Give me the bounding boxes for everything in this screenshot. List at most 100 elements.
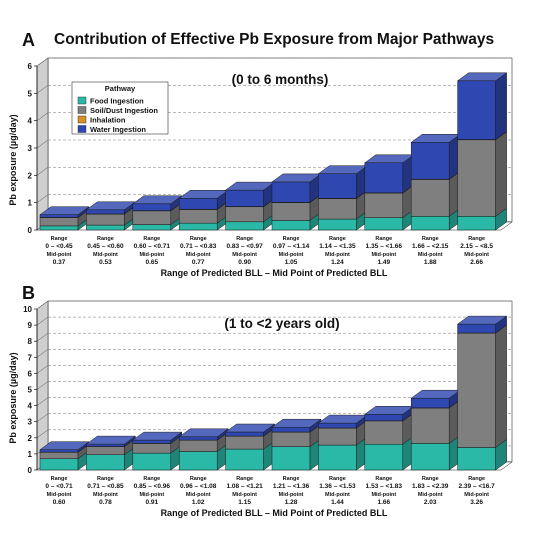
p2-range-caption: Range bbox=[236, 476, 253, 482]
p2-y-tick-label: 4 bbox=[28, 402, 33, 411]
p1-midpoint-value-label: 1.05 bbox=[285, 259, 298, 266]
p1-grid-diagonal bbox=[36, 139, 49, 149]
p1-range-caption: Range bbox=[190, 236, 207, 242]
legend-box bbox=[71, 81, 169, 135]
p2-bar-food-front bbox=[132, 452, 172, 471]
p2-grid-diagonal bbox=[36, 316, 49, 326]
p1-midpoint-caption: Mid-point bbox=[93, 252, 118, 258]
p1-bar-soil-front bbox=[410, 179, 450, 217]
p2-category-range-label: 1.83 – <2.39 bbox=[412, 483, 449, 490]
p1-bar-soil-side bbox=[495, 131, 507, 217]
p1-y-axis-label: Pb exposure (µg/day) bbox=[8, 114, 18, 205]
p2-grid-diagonal bbox=[36, 332, 49, 342]
p1-bar-water-front bbox=[178, 198, 218, 210]
p2-y-tick-label: 5 bbox=[28, 386, 33, 395]
p2-bar-water-front bbox=[39, 449, 79, 453]
p2-midpoint-caption: Mid-point bbox=[418, 492, 443, 498]
p2-grid-diagonal bbox=[36, 349, 49, 358]
p2-midpoint-caption: Mid-point bbox=[93, 492, 118, 498]
p1-midpoint-value-label: 1.49 bbox=[377, 259, 390, 266]
p2-grid-diagonal bbox=[36, 381, 49, 390]
p1-midpoint-value-label: 0.90 bbox=[238, 259, 251, 266]
legend-title: Pathway bbox=[105, 84, 136, 93]
p2-bar-food-front bbox=[410, 443, 450, 471]
p2-bar-food-front bbox=[271, 446, 311, 471]
p2-range-caption: Range bbox=[468, 476, 485, 482]
p2-category-range-label: 1.36 – <1.53 bbox=[319, 483, 356, 490]
p1-bar-soil-front bbox=[318, 198, 357, 220]
p2-midpoint-caption: Mid-point bbox=[325, 492, 350, 498]
p2-grid-diagonal bbox=[36, 429, 49, 439]
p2-bar-top-face bbox=[271, 418, 322, 428]
p2-midpoint-caption: Mid-point bbox=[186, 492, 211, 498]
p2-midpoint-value-label: 0.91 bbox=[145, 499, 158, 506]
p1-bar-soil-front bbox=[132, 210, 172, 225]
p2-bar-water-front bbox=[410, 397, 450, 409]
p1-category-range-label: 0 – <0.45 bbox=[45, 243, 73, 250]
p2-y-tick-label: 2 bbox=[28, 434, 33, 443]
p2-category-range-label: 0.96 – <1.08 bbox=[180, 483, 217, 490]
p1-range-caption: Range bbox=[97, 236, 114, 242]
p1-y-tick-label: 2 bbox=[28, 171, 33, 180]
p1-y-tick-label: 5 bbox=[28, 89, 33, 98]
p1-midpoint-caption: Mid-point bbox=[232, 252, 257, 258]
p2-range-caption: Range bbox=[51, 476, 68, 482]
p2-category-range-label: 1.08 – <1.21 bbox=[226, 483, 263, 490]
p2-bar-soil-front bbox=[132, 443, 172, 454]
p2-bar-top-face bbox=[39, 441, 90, 450]
p1-y-tick-label: 3 bbox=[28, 144, 33, 153]
p2-grid-diagonal bbox=[36, 300, 49, 310]
p1-midpoint-value-label: 0.65 bbox=[145, 259, 158, 266]
p1-bar-water-front bbox=[410, 142, 450, 180]
p2-midpoint-value-label: 0.78 bbox=[99, 499, 112, 506]
p1-grid-diagonal bbox=[36, 85, 49, 94]
p1-midpoint-caption: Mid-point bbox=[418, 252, 443, 258]
p1-range-caption: Range bbox=[143, 236, 160, 242]
p2-bar-water-front bbox=[132, 439, 172, 444]
p1-category-range-label: 1.66 – <2.15 bbox=[412, 243, 449, 250]
p2-grid-diagonal bbox=[36, 413, 49, 422]
p2-bar-water-front bbox=[225, 431, 264, 437]
p1-bar-soil-front bbox=[457, 139, 496, 217]
p1-panel-subtitle: (0 to 6 months) bbox=[232, 72, 329, 87]
p2-bar-water-front bbox=[457, 323, 496, 334]
p1-bar-soil-front bbox=[364, 192, 404, 218]
p2-bar-water-front bbox=[318, 422, 357, 429]
p1-grid-diagonal bbox=[36, 167, 49, 176]
p2-midpoint-value-label: 2.03 bbox=[424, 499, 437, 506]
p1-bar-water-front bbox=[457, 80, 496, 140]
p1-range-caption: Range bbox=[468, 236, 485, 242]
p1-grid-diagonal bbox=[36, 112, 49, 121]
p2-bar-food-front bbox=[39, 458, 79, 471]
p2-y-tick-label: 9 bbox=[28, 321, 33, 330]
p2-y-tick-label: 8 bbox=[28, 337, 33, 346]
p2-midpoint-value-label: 3.26 bbox=[470, 499, 483, 506]
p2-category-range-label: 0.85 – <0.96 bbox=[134, 483, 171, 490]
p1-midpoint-value-label: 0.77 bbox=[192, 259, 205, 266]
p2-panel-subtitle: (1 to <2 years old) bbox=[224, 316, 339, 331]
p1-bar-food-front bbox=[410, 216, 450, 231]
p2-bar-food-front bbox=[178, 451, 218, 471]
p1-midpoint-value-label: 1.88 bbox=[424, 259, 437, 266]
p1-grid-diagonal bbox=[36, 57, 49, 67]
p1-bar-water-front bbox=[318, 173, 357, 199]
p1-category-range-label: 0.71 – <0.83 bbox=[180, 243, 217, 250]
p2-bar-food-front bbox=[225, 448, 264, 471]
p2-midpoint-caption: Mid-point bbox=[47, 492, 72, 498]
p2-midpoint-value-label: 1.28 bbox=[285, 499, 298, 506]
p2-midpoint-value-label: 0.60 bbox=[53, 499, 66, 506]
p1-category-range-label: 0.97 – <1.14 bbox=[273, 243, 310, 250]
p1-range-caption: Range bbox=[51, 236, 68, 242]
p1-y-tick-label: 1 bbox=[28, 199, 33, 208]
p1-midpoint-caption: Mid-point bbox=[325, 252, 350, 258]
p2-midpoint-caption: Mid-point bbox=[232, 492, 257, 498]
p2-range-caption: Range bbox=[283, 476, 300, 482]
p1-midpoint-caption: Mid-point bbox=[464, 252, 489, 258]
p1-bar-food-front bbox=[86, 224, 125, 231]
p1-bar-food-front bbox=[457, 216, 496, 231]
p2-bar-top-face bbox=[132, 431, 183, 441]
p1-bar-food-front bbox=[178, 222, 218, 231]
p2-y-tick-label: 3 bbox=[28, 418, 33, 427]
p1-bar-water-front bbox=[364, 162, 404, 194]
